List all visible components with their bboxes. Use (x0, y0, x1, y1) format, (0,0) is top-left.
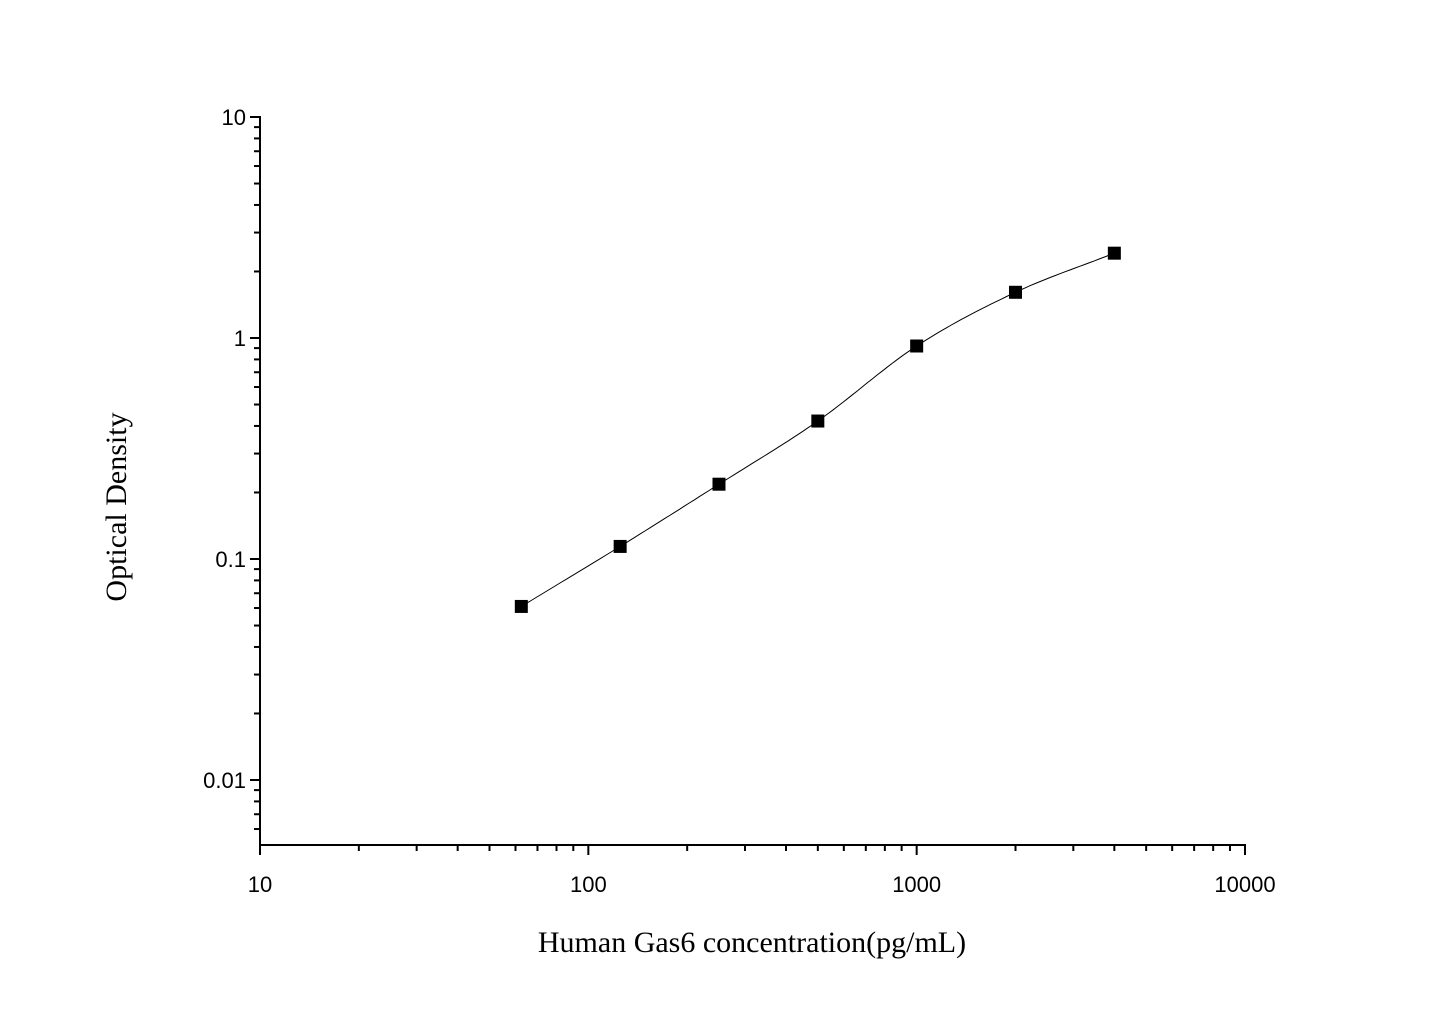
data-point (1107, 246, 1121, 260)
x-tick-label: 10 (248, 872, 272, 897)
y-tick-label: 10 (222, 105, 246, 130)
x-tick-label: 100 (570, 872, 607, 897)
data-point (514, 599, 528, 613)
data-point (712, 477, 726, 491)
y-axis-title: Optical Density (100, 412, 133, 601)
y-tick-label: 1 (234, 326, 246, 351)
axes (259, 116, 1246, 846)
y-tick-label: 0.1 (215, 547, 246, 572)
data-point (1009, 285, 1023, 299)
y-tick-labels: 0.01 0.1 1 10 (203, 105, 246, 793)
ticks (250, 116, 1246, 855)
data-point (811, 414, 825, 428)
data-point (613, 539, 627, 553)
y-tick-label: 0.01 (203, 768, 246, 793)
fit-curve (521, 252, 1115, 607)
plot-area (514, 246, 1121, 613)
x-axis-title: Human Gas6 concentration(pg/mL) (538, 926, 966, 959)
x-tick-label: 10000 (1214, 872, 1275, 897)
x-tick-labels: 10 100 1000 10000 (248, 872, 1276, 897)
data-point (910, 339, 924, 353)
x-tick-label: 1000 (892, 872, 941, 897)
